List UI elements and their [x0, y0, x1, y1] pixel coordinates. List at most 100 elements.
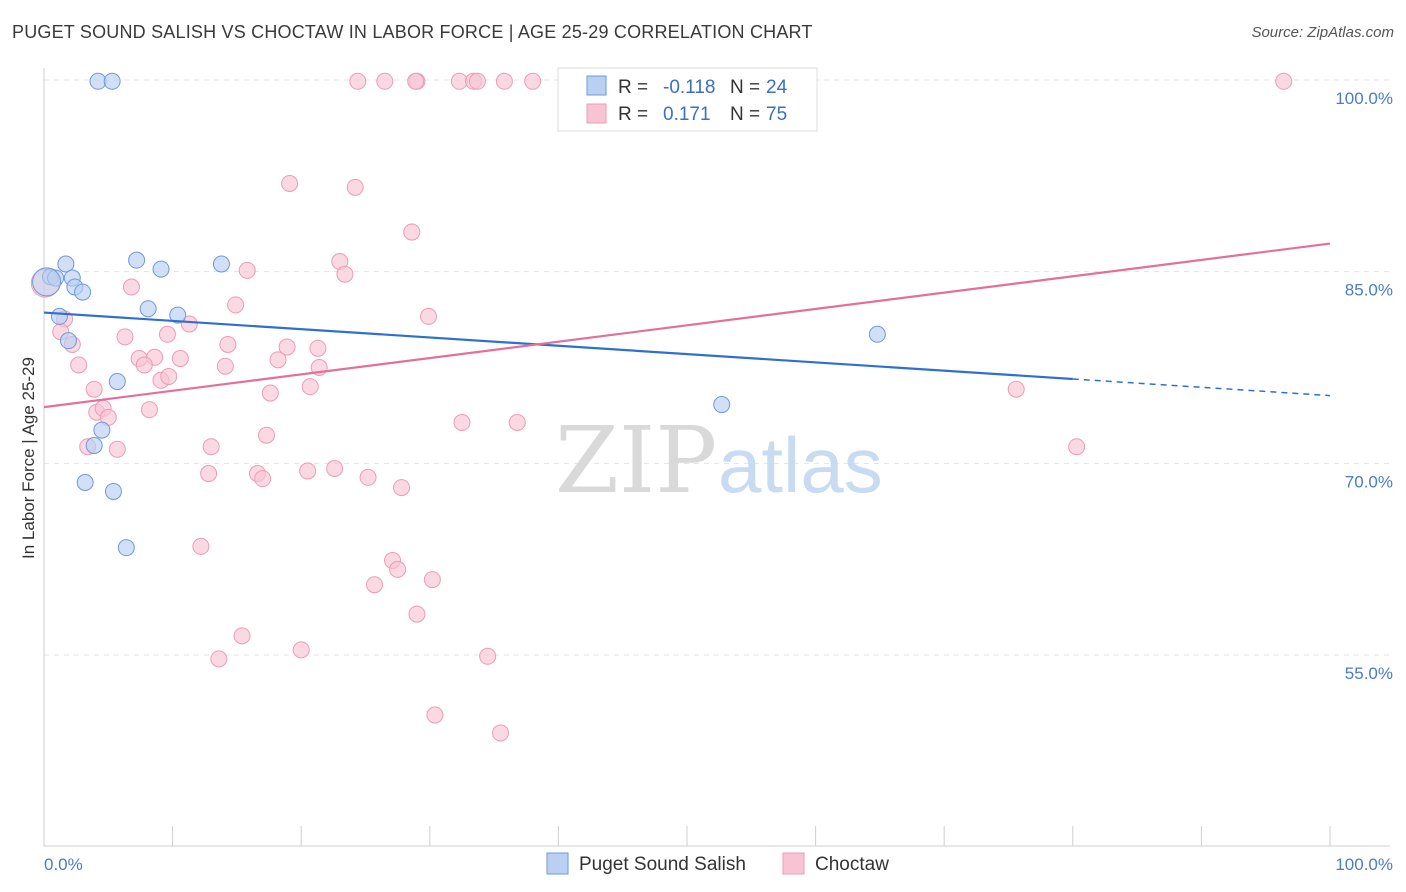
- choctaw-point: [1007, 380, 1025, 398]
- choctaw-point: [420, 307, 438, 325]
- choctaw-point: [227, 296, 245, 314]
- y-axis-label: In Labor Force | Age 25-29: [19, 357, 38, 559]
- bottom-legend-swatch-salish: [546, 852, 569, 875]
- choctaw-point: [453, 413, 471, 431]
- salish-point: [32, 267, 62, 297]
- y-tick-label: 55.0%: [1345, 664, 1393, 683]
- choctaw-point: [408, 605, 426, 623]
- source-label: Source: ZipAtlas.com: [1251, 24, 1394, 41]
- legend-r-label-salish: R =: [618, 77, 648, 98]
- salish-point: [93, 421, 111, 439]
- watermark-atlas: atlas: [718, 421, 883, 509]
- legend-r-value-choctaw: 0.171: [663, 104, 711, 125]
- choctaw-point: [301, 378, 319, 396]
- choctaw-point: [376, 72, 394, 90]
- choctaw-point: [202, 438, 220, 456]
- choctaw-point: [70, 356, 88, 374]
- choctaw-point: [158, 325, 176, 343]
- salish-point: [212, 255, 230, 273]
- salish-point: [104, 482, 122, 500]
- bottom-legend: Puget Sound Salish Choctaw: [546, 852, 889, 875]
- choctaw-point: [426, 706, 444, 724]
- salish-point: [50, 307, 68, 325]
- legend-n-label-salish: N =: [730, 77, 760, 98]
- choctaw-point: [326, 459, 344, 477]
- chart-title: PUGET SOUND SALISH VS CHOCTAW IN LABOR F…: [12, 22, 813, 42]
- choctaw-point: [238, 261, 256, 279]
- choctaw-point: [192, 537, 210, 555]
- salish-point: [74, 283, 92, 301]
- choctaw-point: [349, 72, 367, 90]
- choctaw-point: [254, 470, 272, 488]
- legend: R = -0.118 N = 24 R = 0.171 N = 75: [557, 67, 818, 132]
- legend-n-value-salish: 24: [766, 77, 788, 98]
- salish-point: [139, 300, 157, 318]
- choctaw-point: [389, 560, 407, 578]
- bottom-legend-label-choctaw: Choctaw: [815, 854, 889, 875]
- choctaw-point: [366, 576, 384, 594]
- y-tick-label: 100.0%: [1335, 89, 1393, 108]
- choctaw-point: [346, 178, 364, 196]
- choctaw-point: [160, 367, 178, 385]
- choctaw-point: [524, 72, 542, 90]
- choctaw-point: [1275, 72, 1293, 90]
- salish-point: [713, 396, 731, 414]
- choctaw-point: [1068, 438, 1086, 456]
- x-tick-label-min: 0.0%: [44, 855, 83, 874]
- choctaw-point: [210, 650, 228, 668]
- watermark-zip: ZIP: [555, 407, 717, 514]
- salish-point: [117, 539, 135, 557]
- choctaw-point: [108, 440, 126, 458]
- choctaw-point: [450, 72, 468, 90]
- salish-point: [152, 260, 170, 278]
- choctaw-point: [299, 462, 317, 480]
- bottom-legend-swatch-choctaw: [782, 852, 805, 875]
- choctaw-point: [495, 72, 513, 90]
- choctaw-point: [233, 627, 251, 645]
- salish-point: [76, 474, 94, 491]
- salish-trend-line: [43, 311, 1073, 381]
- choctaw-point: [122, 278, 140, 296]
- choctaw-point: [135, 356, 153, 374]
- choctaw-point: [140, 401, 158, 419]
- salish-point: [59, 332, 77, 350]
- salish-point: [103, 72, 121, 90]
- y-tick-label: 85.0%: [1345, 281, 1393, 300]
- choctaw-point: [407, 72, 425, 90]
- choctaw-point: [180, 315, 198, 333]
- salish-point: [89, 72, 107, 90]
- tick-labels: 100.0% 85.0% 70.0% 55.0% 0.0% 100.0%: [44, 89, 1393, 874]
- choctaw-point: [216, 357, 234, 375]
- choctaw-point: [219, 336, 237, 353]
- choctaw-point: [393, 479, 411, 497]
- legend-r-label-choctaw: R =: [618, 104, 648, 125]
- choctaw-point: [257, 426, 275, 444]
- choctaw-trend-line: [43, 242, 1331, 409]
- choctaw-point: [468, 72, 486, 90]
- trend-lines: [43, 242, 1331, 409]
- salish-trend-extension: [1072, 378, 1331, 397]
- choctaw-point: [269, 351, 287, 369]
- legend-n-value-choctaw: 75: [766, 104, 787, 125]
- choctaw-point: [336, 265, 354, 283]
- choctaw-point: [403, 223, 421, 241]
- choctaw-point: [309, 339, 327, 357]
- choctaw-point: [492, 724, 510, 742]
- choctaw-point: [292, 641, 310, 659]
- legend-n-label-choctaw: N =: [730, 104, 760, 125]
- salish-point: [108, 373, 126, 391]
- legend-r-value-salish: -0.118: [663, 77, 715, 98]
- choctaw-point: [281, 175, 299, 192]
- choctaw-point: [171, 350, 189, 368]
- bottom-legend-label-salish: Puget Sound Salish: [579, 854, 746, 875]
- x-tick-label-max: 100.0%: [1335, 855, 1393, 874]
- choctaw-point: [200, 465, 218, 483]
- gridlines: [44, 79, 1390, 656]
- choctaw-point: [423, 571, 441, 589]
- salish-point: [169, 306, 187, 324]
- axes: [43, 68, 1390, 847]
- choctaw-point: [278, 338, 296, 356]
- choctaw-point: [359, 468, 377, 486]
- salish-point: [868, 325, 886, 343]
